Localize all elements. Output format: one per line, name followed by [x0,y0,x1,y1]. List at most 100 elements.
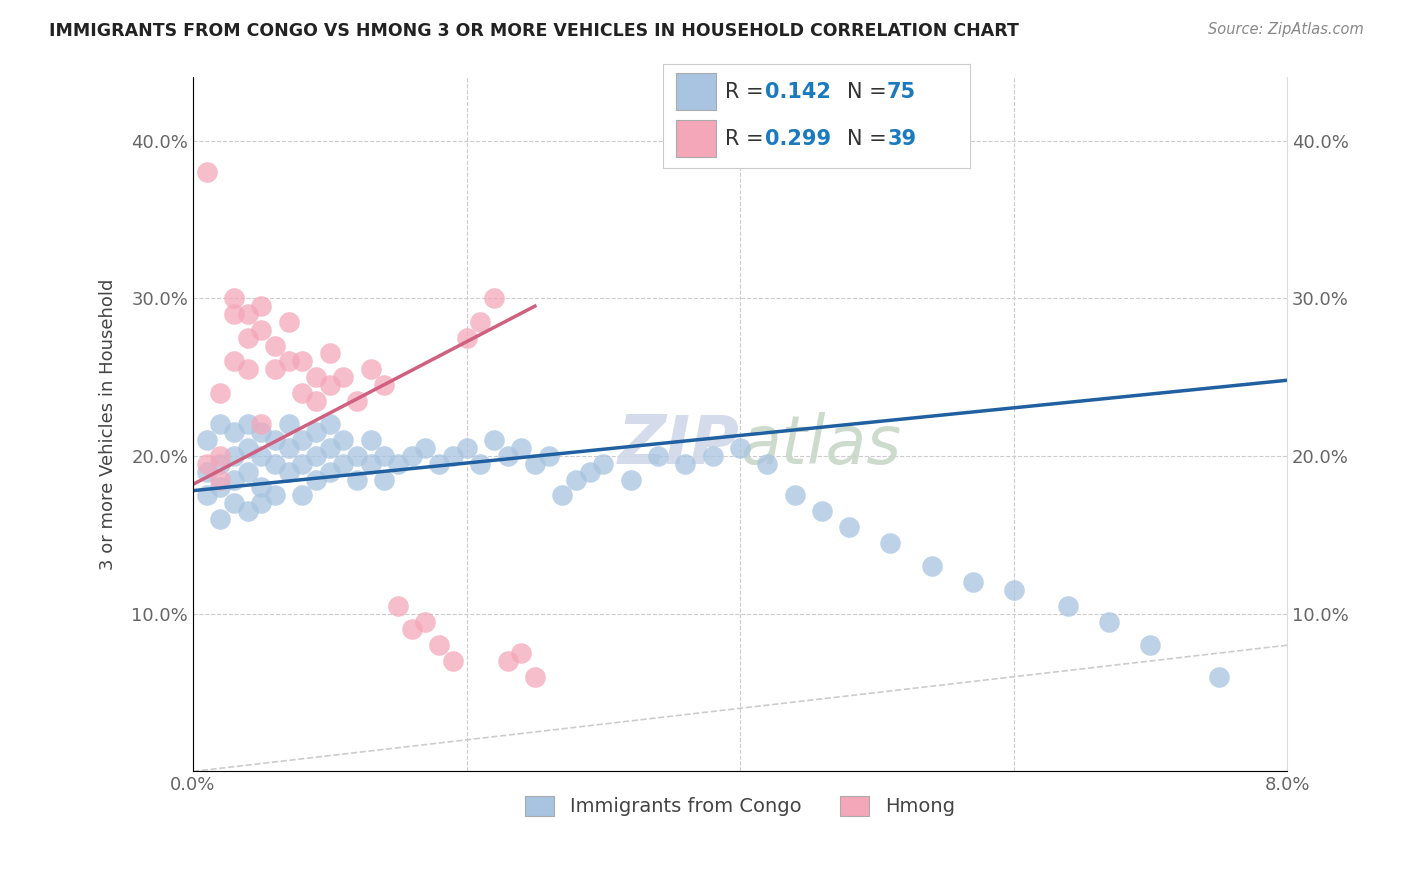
Point [305,449,328,463]
Point [470,457,492,471]
Point [838,520,860,534]
Point [250,481,273,495]
Point [250,425,273,440]
Point [209,457,232,471]
Point [319,465,342,479]
FancyBboxPatch shape [676,73,716,111]
Point [305,370,328,384]
Point [565,473,588,487]
Point [728,441,751,455]
Point [305,425,328,440]
Point [456,331,478,345]
Point [551,488,574,502]
Point [1098,615,1121,629]
Point [277,354,299,368]
Point [250,323,273,337]
Point [222,354,245,368]
Point [387,599,409,613]
Point [264,433,287,447]
Point [236,465,259,479]
Point [264,488,287,502]
Point [222,425,245,440]
Point [195,488,218,502]
Point [496,449,519,463]
Point [195,433,218,447]
Point [319,378,342,392]
Point [264,457,287,471]
Point [879,535,901,549]
Point [373,473,395,487]
Point [387,457,409,471]
Text: R =: R = [724,82,770,102]
Text: N =: N = [848,128,894,148]
Point [305,393,328,408]
Point [236,307,259,321]
Point [319,346,342,360]
Point [647,449,669,463]
Point [482,433,505,447]
Point [319,417,342,432]
Point [523,457,546,471]
Point [1208,670,1230,684]
Point [360,457,382,471]
Point [222,473,245,487]
Point [222,291,245,305]
Point [427,638,450,652]
Point [277,441,299,455]
Point [415,441,437,455]
Text: R =: R = [724,128,770,148]
Point [702,449,724,463]
Text: 39: 39 [887,128,917,148]
Y-axis label: 3 or more Vehicles in Household: 3 or more Vehicles in Household [100,278,117,570]
Point [673,457,696,471]
Text: atlas: atlas [740,412,901,478]
Text: IMMIGRANTS FROM CONGO VS HMONG 3 OR MORE VEHICLES IN HOUSEHOLD CORRELATION CHART: IMMIGRANTS FROM CONGO VS HMONG 3 OR MORE… [49,22,1019,40]
Point [962,575,984,590]
Point [811,504,834,518]
Point [456,441,478,455]
Point [291,354,314,368]
Point [441,654,464,668]
Point [277,465,299,479]
Point [620,473,643,487]
Point [222,496,245,510]
Point [250,496,273,510]
Point [360,433,382,447]
Point [209,449,232,463]
Point [209,473,232,487]
Point [783,488,806,502]
FancyBboxPatch shape [676,120,716,157]
Point [373,449,395,463]
Point [209,417,232,432]
Point [195,457,218,471]
Point [592,457,614,471]
Point [360,362,382,376]
Point [250,299,273,313]
Point [510,441,533,455]
Point [195,465,218,479]
Point [332,457,354,471]
Point [332,433,354,447]
Point [264,338,287,352]
Text: Source: ZipAtlas.com: Source: ZipAtlas.com [1208,22,1364,37]
Point [277,417,299,432]
Point [441,449,464,463]
Point [523,670,546,684]
Point [470,315,492,329]
Point [236,331,259,345]
Point [537,449,560,463]
Point [264,362,287,376]
Point [195,165,218,179]
Point [373,378,395,392]
Point [756,457,779,471]
Point [578,465,600,479]
Point [305,473,328,487]
Point [1139,638,1161,652]
Point [1057,599,1080,613]
Text: 75: 75 [887,82,917,102]
Legend: Immigrants from Congo, Hmong: Immigrants from Congo, Hmong [517,788,963,824]
Point [236,417,259,432]
Point [250,417,273,432]
Point [921,559,943,574]
Point [401,449,423,463]
